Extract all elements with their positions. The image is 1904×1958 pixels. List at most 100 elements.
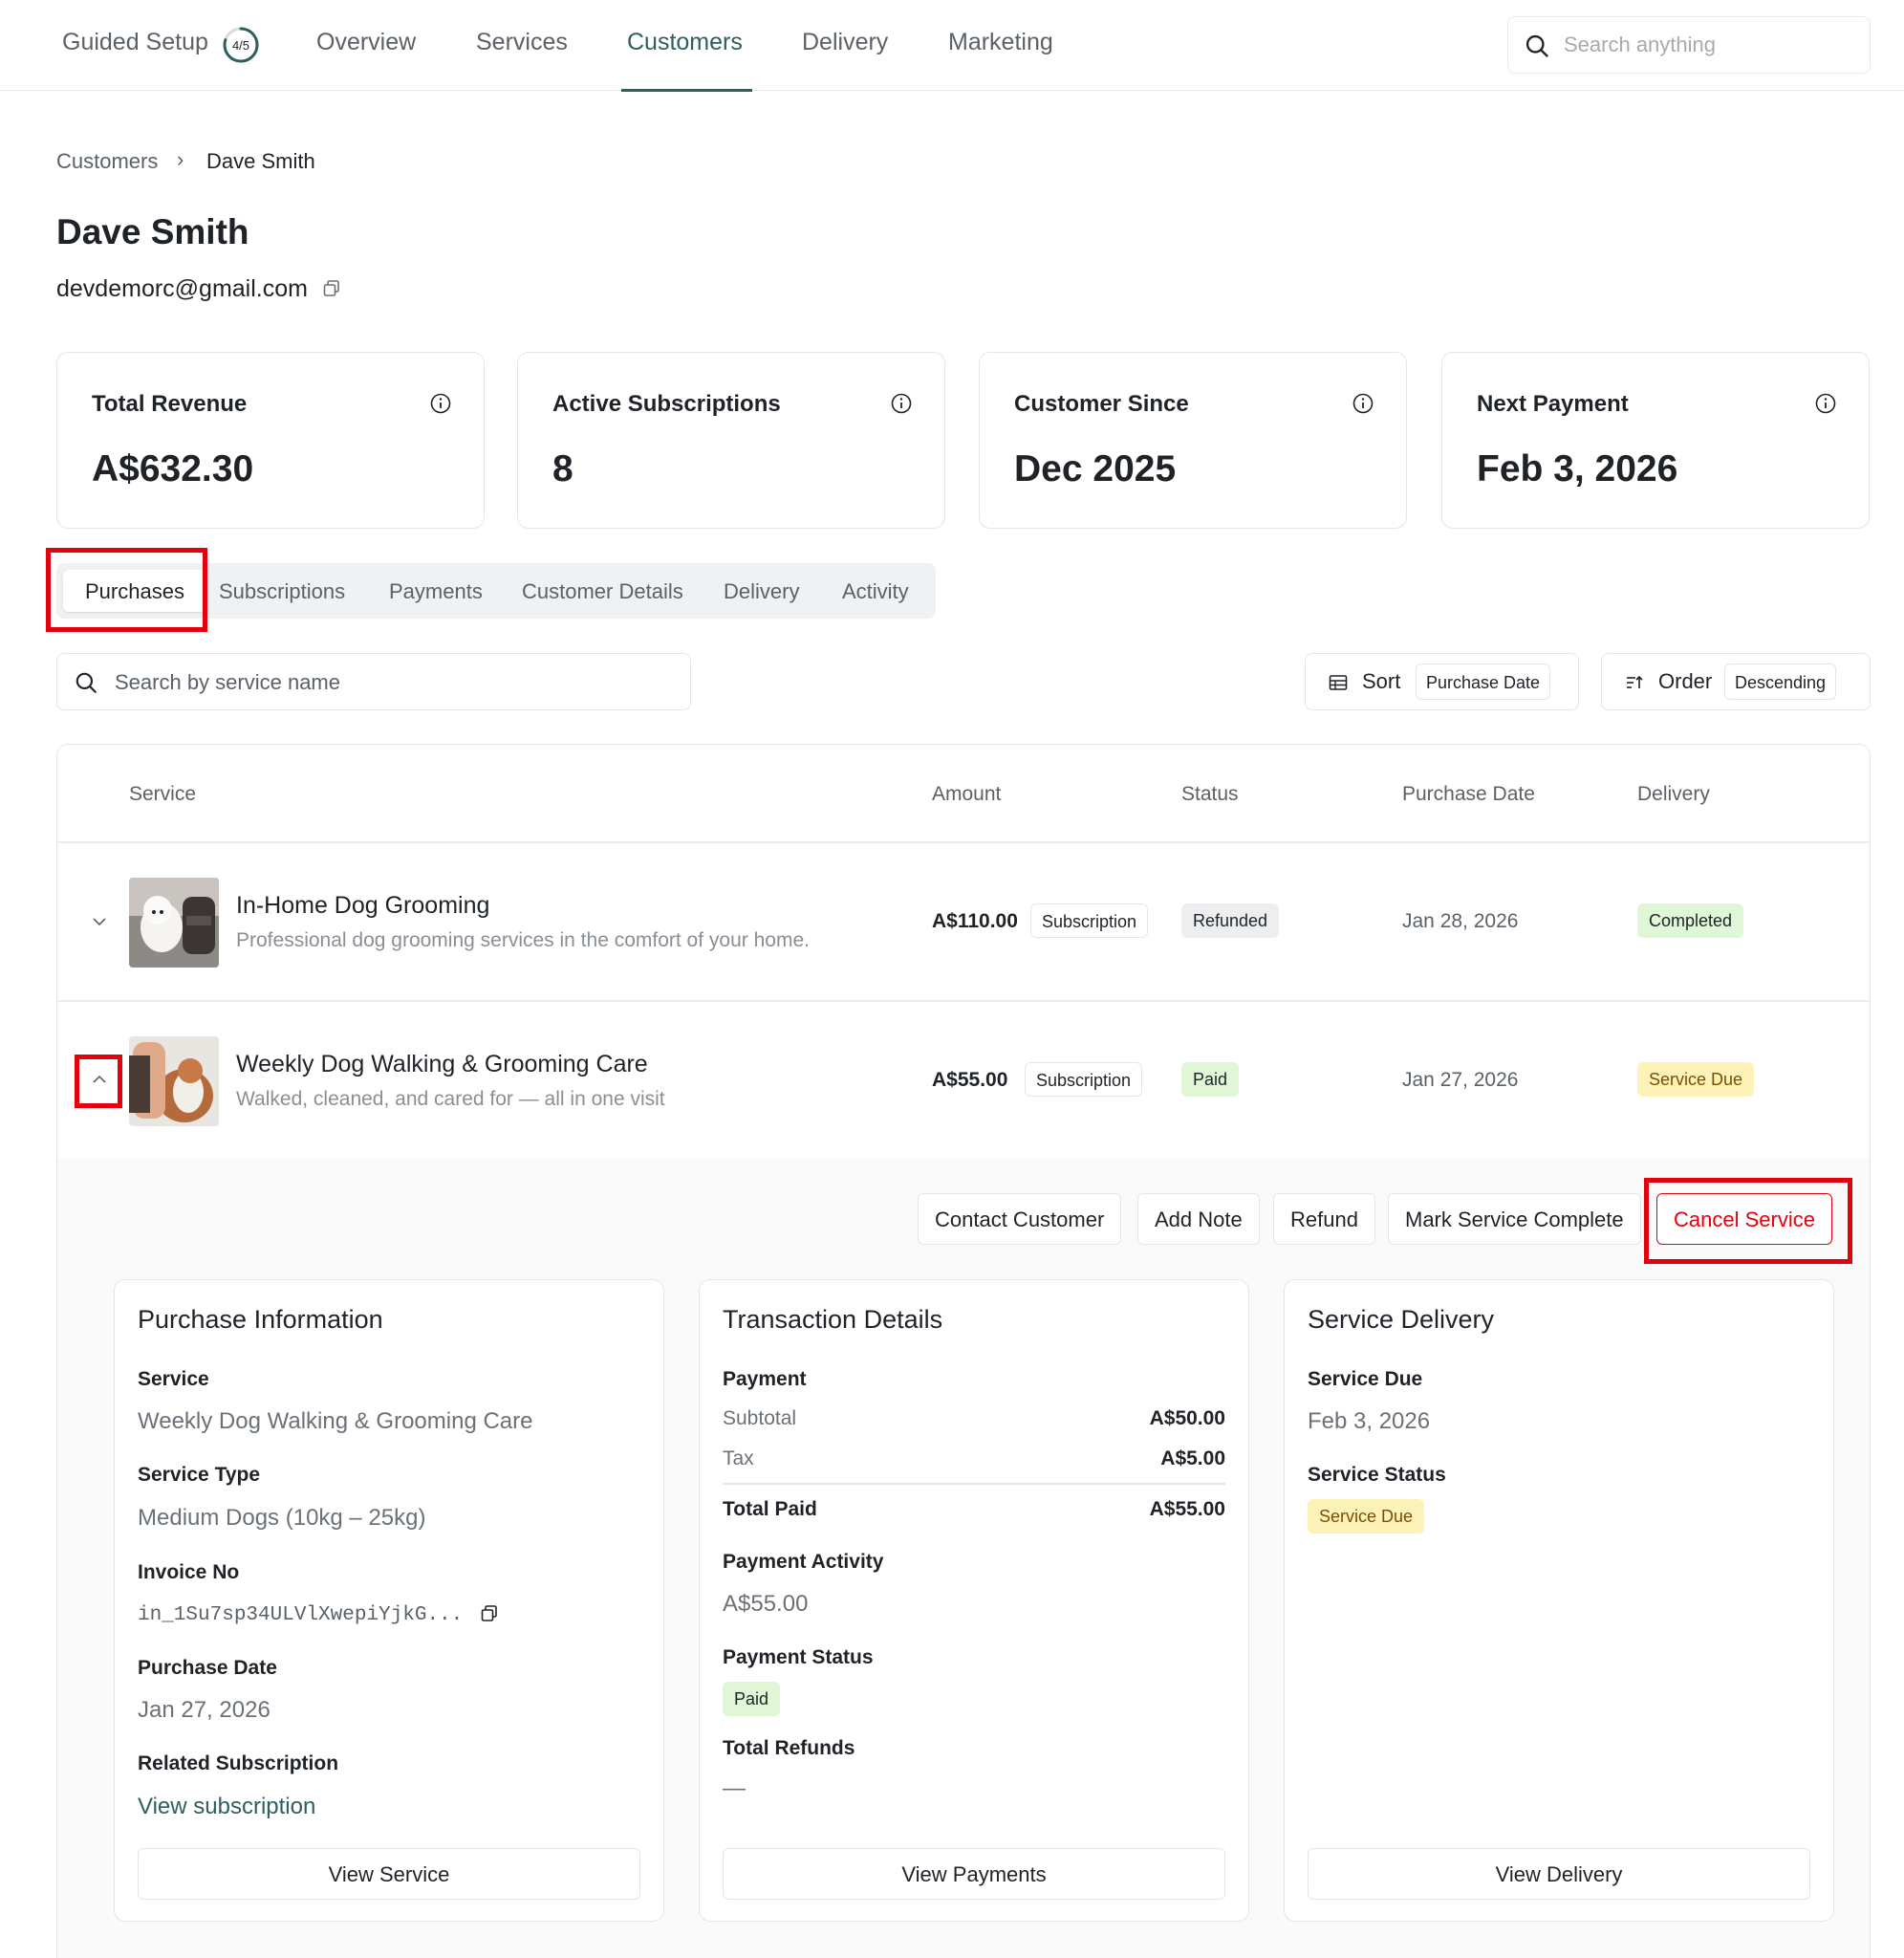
tab-payments[interactable]: Payments bbox=[389, 579, 483, 603]
tab-activity[interactable]: Activity bbox=[842, 579, 909, 603]
field-value: Weekly Dog Walking & Grooming Care bbox=[138, 1408, 533, 1434]
purchase-date: Jan 27, 2026 bbox=[1402, 1069, 1519, 1091]
service-name[interactable]: In-Home Dog Grooming bbox=[236, 892, 490, 919]
info-icon[interactable] bbox=[891, 393, 912, 414]
field-label: Related Subscription bbox=[138, 1752, 339, 1774]
sort-label: Sort bbox=[1362, 669, 1401, 693]
field-label: Payment bbox=[723, 1368, 807, 1390]
field-value: — bbox=[723, 1775, 746, 1801]
nav-guided-setup[interactable]: Guided Setup bbox=[62, 29, 208, 55]
nav-customers[interactable]: Customers bbox=[627, 29, 743, 55]
sort-value[interactable]: Purchase Date bbox=[1416, 664, 1551, 700]
column-header-purchase-date[interactable]: Purchase Date bbox=[1402, 783, 1535, 805]
tab-customer-details[interactable]: Customer Details bbox=[522, 579, 683, 603]
field-label: Service bbox=[138, 1368, 209, 1390]
column-header-service[interactable]: Service bbox=[129, 783, 197, 805]
setup-progress-ring: 4/5 bbox=[223, 27, 259, 63]
stat-card-total-revenue: Total Revenue A$632.30 bbox=[56, 352, 485, 529]
breadcrumb: Customers › Dave Smith bbox=[56, 147, 315, 174]
setup-progress-text: 4/5 bbox=[232, 38, 249, 53]
service-thumbnail bbox=[129, 878, 219, 968]
purchase-type-badge: Subscription bbox=[1025, 1062, 1143, 1097]
stat-card-next-payment: Next Payment Feb 3, 2026 bbox=[1441, 352, 1870, 529]
tab-subscriptions[interactable]: Subscriptions bbox=[219, 579, 346, 603]
copy-icon[interactable] bbox=[481, 1605, 498, 1622]
field-value: Medium Dogs (10kg – 25kg) bbox=[138, 1505, 426, 1531]
field-label: Total Refunds bbox=[723, 1737, 855, 1759]
search-icon bbox=[76, 672, 97, 693]
delivery-badge: Service Due bbox=[1637, 1062, 1755, 1097]
info-icon[interactable] bbox=[1815, 393, 1836, 414]
breadcrumb-current: Dave Smith bbox=[206, 149, 315, 173]
global-search[interactable] bbox=[1507, 16, 1871, 74]
delivery-badge: Completed bbox=[1637, 903, 1744, 938]
invoice-number: in_1Su7sp34ULVlXwepiYjkG... bbox=[138, 1604, 464, 1626]
mark-service-complete-button[interactable]: Mark Service Complete bbox=[1388, 1193, 1641, 1245]
field-label: Invoice No bbox=[138, 1561, 240, 1583]
service-description: Professional dog grooming services in th… bbox=[236, 929, 810, 951]
sort-control[interactable]: Sort Purchase Date bbox=[1305, 653, 1579, 710]
service-name[interactable]: Weekly Dog Walking & Grooming Care bbox=[236, 1051, 648, 1077]
purchase-type-badge: Subscription bbox=[1030, 903, 1149, 938]
info-icon[interactable] bbox=[430, 393, 451, 414]
stat-label: Active Subscriptions bbox=[552, 391, 781, 417]
stat-label: Customer Since bbox=[1014, 391, 1189, 417]
cancel-service-button[interactable]: Cancel Service bbox=[1656, 1193, 1832, 1245]
panel-title: Transaction Details bbox=[723, 1305, 943, 1334]
panel-title: Purchase Information bbox=[138, 1305, 383, 1334]
stat-label: Total Revenue bbox=[92, 391, 248, 417]
field-label: Service Due bbox=[1308, 1368, 1423, 1390]
chevron-up-icon[interactable] bbox=[90, 1070, 109, 1089]
highlight-box-cancel-service bbox=[1644, 1178, 1852, 1264]
amount: A$55.00 bbox=[932, 1069, 1008, 1091]
nav-services[interactable]: Services bbox=[476, 29, 568, 55]
divider bbox=[57, 841, 1870, 843]
info-icon[interactable] bbox=[1352, 393, 1374, 414]
chevron-down-icon[interactable] bbox=[90, 912, 109, 931]
service-search[interactable] bbox=[56, 653, 691, 710]
column-header-delivery[interactable]: Delivery bbox=[1637, 783, 1710, 805]
tab-delivery[interactable]: Delivery bbox=[724, 579, 800, 603]
service-status-badge: Service Due bbox=[1308, 1499, 1425, 1534]
stat-value: Feb 3, 2026 bbox=[1477, 448, 1678, 490]
nav-marketing[interactable]: Marketing bbox=[948, 29, 1053, 55]
highlight-box-purchases-tab bbox=[46, 548, 207, 632]
field-value: Feb 3, 2026 bbox=[1308, 1408, 1431, 1434]
contact-customer-button[interactable]: Contact Customer bbox=[918, 1193, 1122, 1245]
status-badge: Refunded bbox=[1181, 903, 1280, 938]
breadcrumb-customers[interactable]: Customers bbox=[56, 149, 159, 173]
order-label: Order bbox=[1658, 669, 1713, 693]
refund-button[interactable]: Refund bbox=[1273, 1193, 1375, 1245]
view-service-button[interactable]: View Service bbox=[138, 1848, 640, 1900]
highlight-box-expand-chevron bbox=[75, 1055, 122, 1108]
service-search-input[interactable] bbox=[115, 668, 669, 697]
table-sort-icon bbox=[1329, 675, 1348, 690]
view-subscription-link[interactable]: View subscription bbox=[138, 1794, 316, 1819]
column-header-status[interactable]: Status bbox=[1181, 783, 1239, 805]
field-label: Purchase Date bbox=[138, 1657, 277, 1679]
panel-title: Service Delivery bbox=[1308, 1305, 1495, 1334]
nav-overview[interactable]: Overview bbox=[316, 29, 417, 55]
column-header-amount[interactable]: Amount bbox=[932, 783, 1002, 805]
view-payments-button[interactable]: View Payments bbox=[723, 1848, 1225, 1900]
stat-value: 8 bbox=[552, 448, 573, 490]
tab-purchases[interactable]: Purchases bbox=[63, 570, 206, 612]
total-paid-label: Total Paid bbox=[723, 1498, 817, 1520]
order-control[interactable]: Order Descending bbox=[1601, 653, 1871, 710]
customer-email: devdemorc@gmail.com bbox=[56, 275, 308, 302]
service-thumbnail bbox=[129, 1036, 219, 1126]
view-delivery-button[interactable]: View Delivery bbox=[1308, 1848, 1810, 1900]
order-value[interactable]: Descending bbox=[1724, 664, 1837, 700]
nav-delivery[interactable]: Delivery bbox=[802, 29, 889, 55]
copy-icon[interactable] bbox=[323, 280, 340, 297]
tax-label: Tax bbox=[723, 1447, 754, 1469]
divider bbox=[723, 1483, 1225, 1485]
global-search-input[interactable] bbox=[1564, 31, 1850, 59]
add-note-button[interactable]: Add Note bbox=[1137, 1193, 1260, 1245]
page-title: Dave Smith bbox=[56, 212, 249, 251]
divider bbox=[57, 1000, 1870, 1002]
top-navigation: Guided Setup 4/5 Overview Services Custo… bbox=[0, 0, 1904, 92]
purchase-date: Jan 28, 2026 bbox=[1402, 910, 1519, 932]
tax-value: A$5.00 bbox=[1160, 1447, 1225, 1469]
service-delivery-panel: Service Delivery Service Due Feb 3, 2026… bbox=[1284, 1279, 1834, 1922]
